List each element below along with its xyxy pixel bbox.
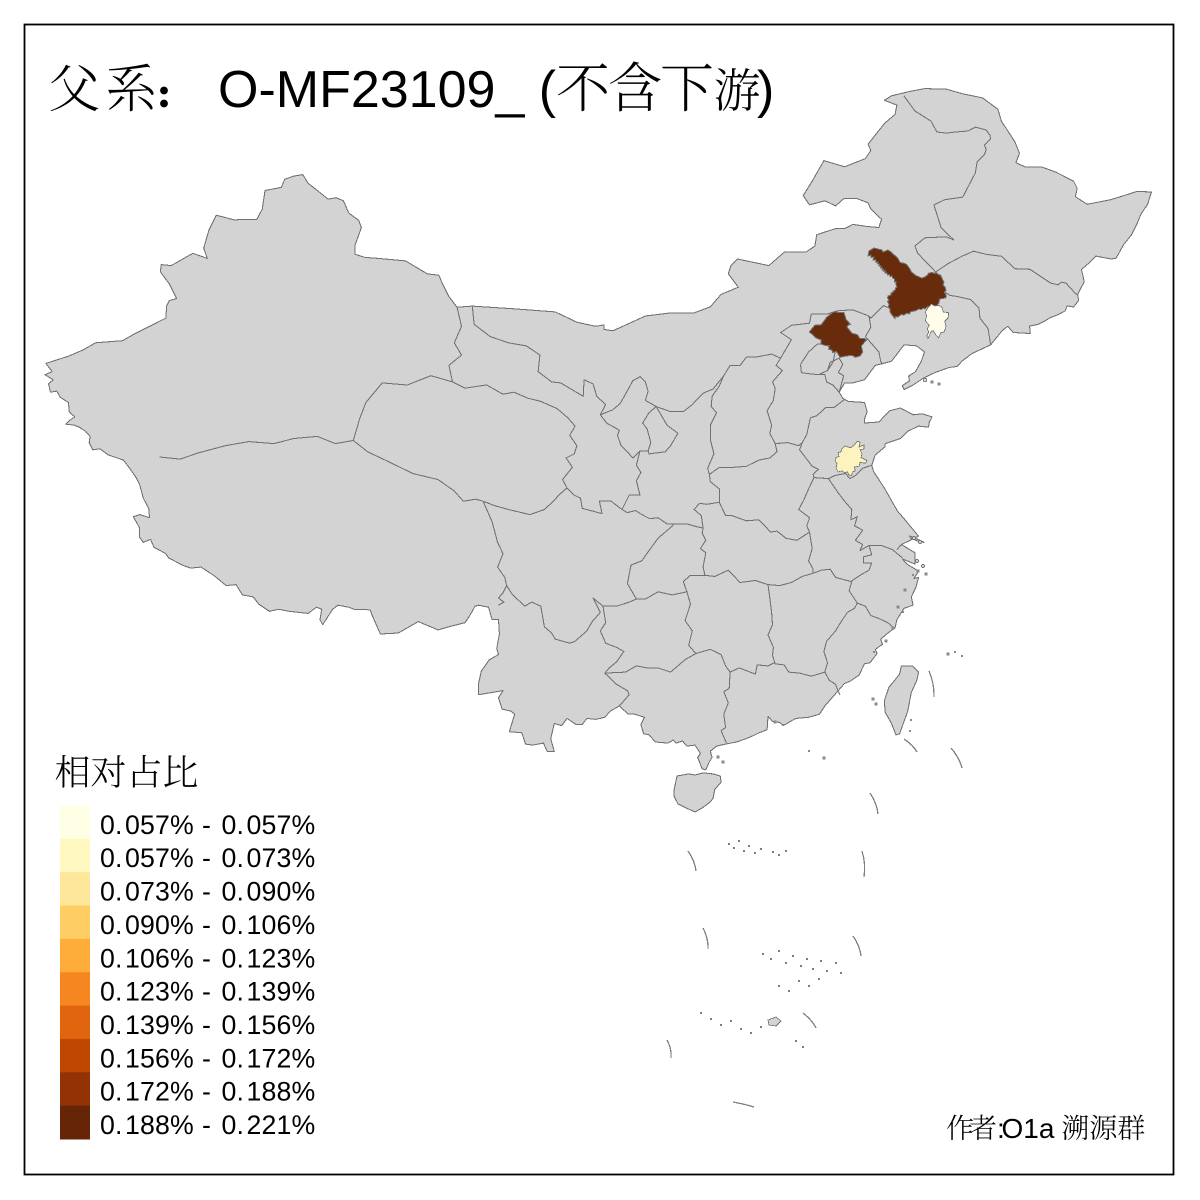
svg-text:0.057%-0.057%: 0.057% -0.057% <box>100 810 315 840</box>
svg-text:O-MF23109_ (: O-MF23109_ ( <box>218 61 557 119</box>
svg-text:0.172%-0.188%: 0.172% -0.188% <box>100 1077 315 1107</box>
svg-text:0.188%-0.221%: 0.188% -0.221% <box>100 1110 315 1140</box>
svg-text:0.123%-0.139%: 0.123% -0.139% <box>100 977 315 1007</box>
svg-text:O1a: O1a <box>1002 1113 1055 1144</box>
svg-text:0.057%-0.073%: 0.057% -0.073% <box>100 843 315 873</box>
svg-text:0.073%-0.090%: 0.073% -0.090% <box>100 877 315 907</box>
svg-text:0.156%-0.172%: 0.156% -0.172% <box>100 1043 315 1073</box>
svg-text::: : <box>997 1113 1005 1144</box>
svg-text:0.139%-0.156%: 0.139% -0.156% <box>100 1010 315 1040</box>
svg-text:0.106%-0.123%: 0.106% -0.123% <box>100 943 315 973</box>
svg-text:): ) <box>757 61 774 119</box>
svg-text:0.090%-0.106%: 0.090% -0.106% <box>100 910 315 940</box>
